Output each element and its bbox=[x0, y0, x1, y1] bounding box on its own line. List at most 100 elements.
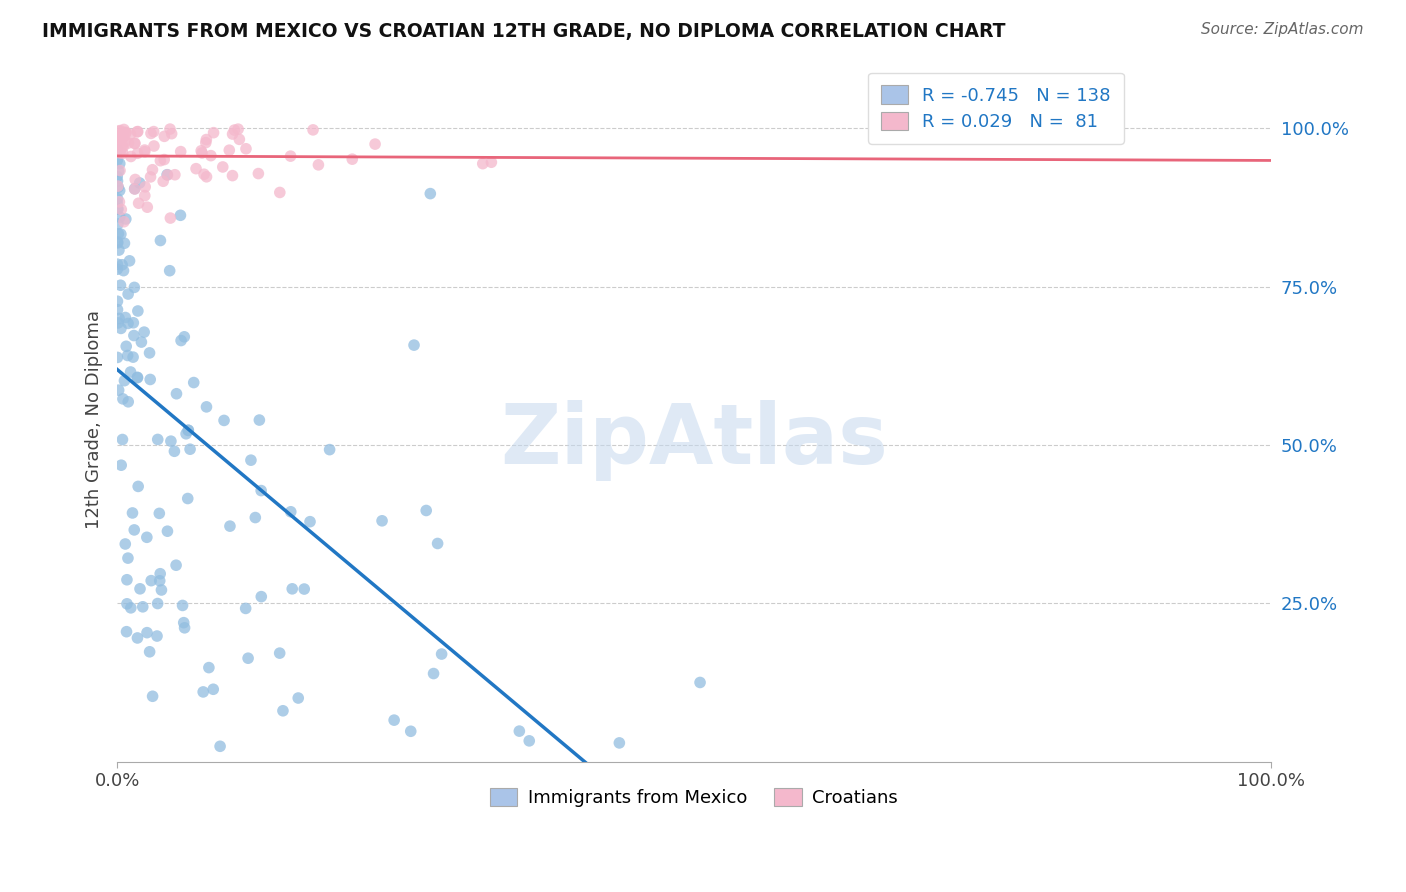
Point bbox=[112, 263, 135, 277]
Point bbox=[221, 169, 243, 183]
Point bbox=[111, 139, 134, 153]
Point bbox=[107, 316, 129, 330]
Point bbox=[127, 370, 149, 384]
Point bbox=[105, 262, 128, 277]
Point bbox=[114, 374, 136, 388]
Point bbox=[117, 349, 139, 363]
Point bbox=[271, 704, 294, 718]
Point bbox=[177, 423, 200, 437]
Point bbox=[170, 145, 193, 159]
Point bbox=[247, 413, 270, 427]
Point bbox=[124, 136, 146, 151]
Point bbox=[105, 196, 128, 211]
Point bbox=[121, 506, 143, 520]
Point bbox=[105, 143, 128, 157]
Legend: Immigrants from Mexico, Croatians: Immigrants from Mexico, Croatians bbox=[482, 780, 905, 814]
Point bbox=[218, 143, 240, 157]
Point bbox=[131, 334, 153, 349]
Point bbox=[422, 666, 444, 681]
Point bbox=[107, 134, 129, 148]
Point bbox=[298, 515, 321, 529]
Point bbox=[200, 148, 222, 162]
Point bbox=[193, 685, 215, 699]
Point bbox=[211, 160, 233, 174]
Point bbox=[107, 217, 129, 231]
Point bbox=[142, 125, 165, 139]
Point bbox=[134, 188, 156, 202]
Point bbox=[689, 675, 711, 690]
Point bbox=[149, 574, 172, 588]
Point bbox=[120, 128, 142, 142]
Point bbox=[318, 442, 340, 457]
Point bbox=[235, 142, 257, 156]
Point bbox=[108, 210, 131, 224]
Point bbox=[149, 234, 172, 248]
Point bbox=[146, 629, 169, 643]
Point bbox=[269, 186, 291, 200]
Point bbox=[221, 127, 243, 141]
Point bbox=[111, 392, 134, 406]
Point bbox=[153, 153, 176, 167]
Point bbox=[415, 503, 437, 517]
Point bbox=[114, 211, 136, 226]
Point bbox=[114, 125, 136, 139]
Point bbox=[471, 156, 494, 170]
Point bbox=[127, 146, 149, 161]
Point bbox=[245, 510, 267, 524]
Point bbox=[184, 161, 207, 176]
Point bbox=[107, 227, 129, 241]
Point bbox=[159, 263, 181, 277]
Point bbox=[419, 186, 441, 201]
Point bbox=[124, 182, 146, 196]
Point bbox=[108, 194, 131, 209]
Point bbox=[149, 566, 172, 581]
Point bbox=[107, 294, 129, 309]
Point bbox=[120, 365, 142, 379]
Point bbox=[120, 149, 142, 163]
Point bbox=[134, 179, 156, 194]
Point bbox=[114, 236, 136, 251]
Text: Source: ZipAtlas.com: Source: ZipAtlas.com bbox=[1201, 22, 1364, 37]
Point bbox=[136, 200, 159, 214]
Point bbox=[170, 334, 193, 348]
Point bbox=[124, 280, 146, 294]
Point bbox=[174, 426, 197, 441]
Point bbox=[111, 433, 134, 447]
Point bbox=[194, 136, 217, 150]
Point bbox=[115, 126, 138, 140]
Point bbox=[142, 690, 165, 704]
Point bbox=[105, 143, 128, 157]
Point bbox=[399, 724, 422, 739]
Point bbox=[292, 582, 315, 596]
Point bbox=[108, 311, 131, 326]
Point bbox=[107, 202, 129, 216]
Point bbox=[110, 458, 132, 473]
Point bbox=[190, 144, 212, 158]
Point bbox=[108, 163, 131, 178]
Point bbox=[342, 152, 364, 166]
Point bbox=[149, 153, 172, 168]
Point bbox=[235, 601, 257, 615]
Point bbox=[191, 145, 214, 160]
Point bbox=[107, 383, 129, 397]
Point bbox=[111, 131, 134, 145]
Point bbox=[105, 257, 128, 271]
Point bbox=[115, 339, 138, 353]
Point bbox=[108, 123, 131, 137]
Point bbox=[120, 600, 142, 615]
Point bbox=[136, 625, 159, 640]
Point bbox=[426, 536, 449, 550]
Point bbox=[226, 122, 249, 136]
Point bbox=[195, 169, 218, 184]
Point bbox=[127, 479, 149, 493]
Point bbox=[198, 660, 221, 674]
Point bbox=[117, 287, 139, 301]
Point bbox=[479, 155, 502, 169]
Point bbox=[105, 153, 128, 168]
Point bbox=[250, 483, 273, 498]
Point bbox=[159, 122, 181, 136]
Point bbox=[107, 135, 129, 149]
Point bbox=[112, 215, 135, 229]
Point bbox=[115, 597, 138, 611]
Point bbox=[202, 682, 225, 697]
